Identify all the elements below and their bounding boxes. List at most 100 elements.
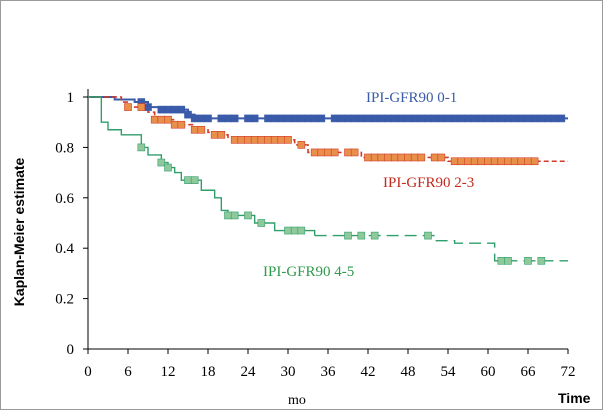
x-tick-label: 54 (441, 364, 457, 380)
series-1-censor-marker (517, 157, 526, 166)
series-1-censor-marker (137, 103, 146, 111)
series-0-censor-marker (484, 114, 492, 123)
series-2-censor-marker (524, 256, 532, 265)
series-1-censor-marker (477, 157, 486, 166)
series-0-censor-marker (217, 114, 226, 123)
x-tick-label: 24 (241, 364, 257, 380)
series-0-censor-marker (204, 114, 212, 123)
series-0-censor-marker (364, 114, 372, 123)
series-0-censor-marker (544, 114, 552, 123)
series-0-censor-marker (557, 114, 566, 123)
series-0-censor-marker (344, 114, 352, 123)
axes (83, 89, 569, 354)
series-1-censor-marker (250, 136, 259, 144)
series-0-censor-marker (450, 114, 459, 123)
series-1-censor-marker (490, 157, 499, 166)
series-1-censor-marker (277, 136, 286, 144)
series-1-censor-marker (257, 136, 266, 144)
tick-labels: 0 6 12 18 24 30 36 42 48 54 60 66 72 0 0.2 0.4 0.6 0.8 1 (55, 90, 575, 380)
series-2-censor-marker (297, 226, 306, 235)
series-0-censor-marker (497, 114, 506, 123)
series-1-censor-marker (524, 157, 532, 166)
series-1-censor-marker (390, 153, 399, 162)
series-2-censor-marker (230, 211, 239, 220)
series-0-censor-marker (457, 114, 466, 123)
series-1-censor-marker (157, 115, 166, 124)
series-0-censor-marker (304, 114, 312, 123)
x-tick-label: 36 (321, 364, 337, 380)
y-tick-label: 0.4 (55, 241, 74, 257)
series-1-censor-marker (437, 153, 446, 162)
series-2-censor-marker (537, 256, 546, 265)
series-0-censor-marker (230, 114, 239, 123)
series-1-censor-marker (504, 157, 512, 166)
series-1-censor-marker (410, 153, 419, 162)
series-1-censor-marker (150, 115, 159, 124)
series-0-censor-marker (197, 114, 206, 123)
series-0-censor-marker (524, 114, 532, 123)
series-0-censor-marker (477, 114, 486, 123)
series-0-censor-marker (184, 110, 192, 119)
series-1-censor-marker (384, 153, 392, 162)
series-1-censor-marker (264, 136, 272, 144)
y-tick-label: 1 (67, 90, 75, 106)
series-2-censor-marker (137, 143, 146, 152)
series-0-censor-marker (444, 114, 452, 123)
series-1-censor-marker (230, 136, 239, 144)
series-2-line-dashed (314, 234, 568, 262)
series-0-censor-marker (404, 114, 412, 123)
series-0-censor-marker (357, 114, 366, 123)
series-0-censor-marker (317, 114, 326, 123)
x-tick-label: 72 (561, 364, 576, 380)
series-0-censor-marker (277, 114, 286, 123)
series-1-censor-marker (330, 148, 339, 157)
series-1-censor-marker (404, 153, 412, 162)
series-0-censor-marker (504, 114, 512, 123)
series-0-censor-marker (297, 114, 306, 123)
series-1-censor-marker (164, 115, 172, 124)
series-0-censor-marker (290, 114, 299, 123)
series-0-censor-marker (157, 105, 166, 114)
x-tick-label: 60 (481, 364, 496, 380)
series-2-censor-marker (184, 176, 192, 184)
series-0-censor-marker (390, 114, 399, 123)
series-0-censor-marker (384, 114, 392, 123)
series-1-censor-marker (310, 148, 319, 157)
series-1-censor-marker (450, 157, 459, 166)
series-0-censor-marker (177, 105, 186, 114)
y-tick-label: 0.2 (55, 292, 74, 308)
x-tick-label: 12 (161, 364, 176, 380)
series-0-censor-marker (224, 114, 232, 123)
series-0-censor-marker (530, 114, 539, 123)
series-0-censor-marker (550, 114, 559, 123)
series-0-censor-marker (170, 105, 179, 114)
censor-markers (124, 98, 566, 265)
series-2-censor-marker (357, 231, 366, 240)
series-1-censor-marker (124, 103, 132, 111)
series-1-censor-marker (210, 131, 219, 139)
series-0-censor-marker (244, 114, 252, 123)
series-1-censor-marker (284, 136, 292, 144)
series-0-censor-marker (437, 114, 446, 123)
series-1-censor-marker (350, 148, 359, 157)
series-1-censor-marker (197, 125, 206, 134)
series-2-censor-marker (157, 158, 166, 167)
series-2-censor-marker (190, 176, 199, 184)
series-0-censor-marker (284, 114, 292, 123)
series-0-censor-marker (337, 114, 346, 123)
series-1-censor-marker (464, 157, 472, 166)
x-axis-end-label: Time (558, 390, 591, 406)
series-0-censor-marker (517, 114, 526, 123)
series-1-censor-marker (530, 157, 539, 166)
series-1-censor-marker (484, 157, 492, 166)
series-label-4-5: IPI-GFR90 4-5 (263, 264, 354, 280)
x-tick-label: 6 (124, 364, 132, 380)
series-0-censor-marker (250, 114, 259, 123)
series-1-censor-marker (397, 153, 406, 162)
series-0-censor-marker (510, 114, 519, 123)
series-0-censor-marker (537, 114, 546, 123)
series-1-censor-marker (177, 120, 186, 129)
series-2-censor-marker (497, 256, 506, 265)
x-tick-label: 48 (401, 364, 416, 380)
